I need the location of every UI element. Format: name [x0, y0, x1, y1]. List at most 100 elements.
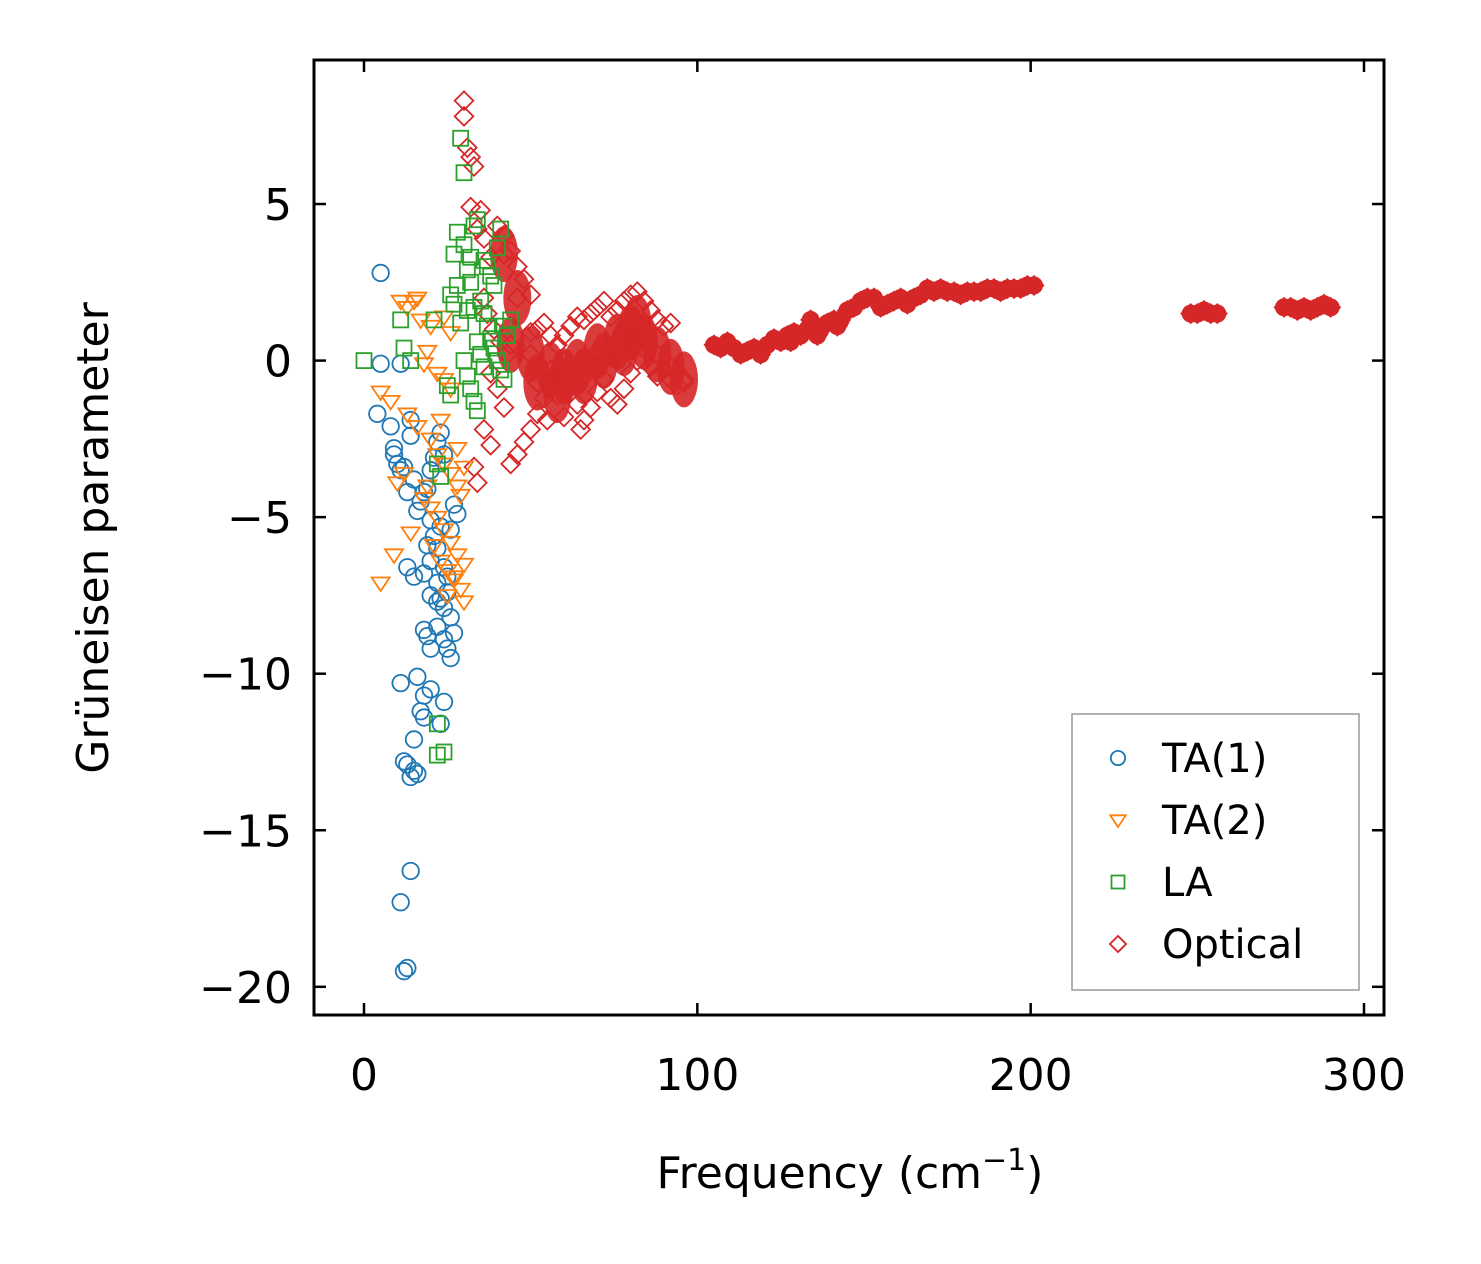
data-point	[439, 467, 462, 484]
data-point	[391, 673, 410, 693]
data-cluster	[1321, 298, 1340, 317]
data-point	[393, 467, 415, 484]
x-tick-label: 100	[655, 1050, 739, 1101]
data-point	[392, 311, 410, 329]
data-point	[492, 220, 510, 238]
data-point	[445, 245, 463, 263]
data-point	[399, 526, 422, 543]
data-point	[371, 263, 390, 283]
data-point	[369, 576, 392, 593]
data-point	[473, 418, 495, 441]
data-point	[401, 426, 420, 445]
data-point	[463, 155, 485, 178]
data-point	[428, 455, 446, 473]
data-point	[446, 479, 469, 496]
data-point	[369, 385, 392, 402]
data-point	[371, 354, 390, 373]
x-axis-title-close: )	[1026, 1148, 1043, 1199]
data-point	[438, 377, 456, 395]
data-point	[394, 962, 414, 981]
legend-marker	[1109, 749, 1127, 767]
y-tick-label: 5	[264, 180, 292, 231]
legend-item: TA(2)	[1108, 798, 1267, 844]
data-point	[452, 129, 470, 147]
data-point	[444, 495, 464, 514]
plot-frame	[312, 58, 1386, 1017]
data-point	[391, 893, 410, 912]
data-point	[391, 461, 410, 480]
data-point	[566, 306, 588, 328]
data-point	[383, 548, 405, 565]
data-point	[446, 441, 469, 458]
data-point	[453, 557, 475, 574]
data-point	[606, 393, 628, 415]
data-point	[439, 326, 462, 343]
x-tick-label: 300	[1322, 1050, 1406, 1101]
data-point	[416, 479, 439, 496]
data-point	[414, 564, 434, 583]
data-point	[394, 752, 414, 771]
data-point	[413, 357, 435, 374]
data-point	[398, 958, 417, 978]
data-point	[500, 453, 522, 475]
legend-item: LA	[1110, 860, 1213, 906]
data-point	[458, 261, 476, 279]
y-tick-labels: 5 0 −5 −10 −15 −20	[199, 180, 292, 1014]
data-point	[478, 317, 496, 335]
data-point	[442, 386, 460, 404]
data-point	[431, 517, 450, 536]
data-point	[421, 680, 440, 699]
data-point	[379, 394, 402, 412]
data-point	[404, 730, 424, 749]
data-point	[416, 344, 439, 361]
data-point	[458, 367, 476, 385]
data-point	[466, 472, 488, 494]
data-point	[419, 432, 442, 449]
data-point	[446, 548, 469, 565]
data-point	[449, 488, 472, 505]
data-point	[462, 380, 480, 398]
data-point	[413, 492, 435, 509]
data-point	[570, 418, 592, 441]
legend-marker	[1108, 814, 1128, 829]
data-point	[436, 564, 459, 581]
data-point	[520, 418, 542, 441]
data-point	[465, 392, 483, 410]
data-point	[421, 586, 440, 605]
y-tick-label: −5	[227, 493, 292, 544]
data-cluster	[808, 326, 827, 345]
data-point	[453, 460, 475, 477]
data-point	[458, 302, 476, 319]
data-point	[433, 523, 455, 540]
data-point	[468, 333, 486, 351]
data-point	[448, 504, 467, 524]
data-point	[414, 620, 434, 640]
data-point	[444, 623, 464, 643]
x-axis-title-sup: −1	[982, 1143, 1026, 1178]
data-point	[462, 273, 480, 291]
data-point	[586, 296, 608, 318]
x-tick-label: 0	[350, 1050, 378, 1101]
data-point	[443, 570, 465, 587]
data-point	[445, 295, 463, 313]
series-la	[355, 129, 520, 764]
data-point	[441, 648, 460, 668]
data-point	[613, 378, 635, 400]
data-point	[439, 535, 462, 552]
data-point	[475, 305, 493, 323]
data-point	[456, 137, 478, 159]
data-point	[502, 311, 520, 329]
data-point	[404, 567, 424, 586]
legend-label: TA(1)	[1161, 736, 1267, 782]
data-point	[436, 589, 459, 606]
x-axis-title-main: Frequency (cm	[657, 1148, 983, 1199]
legend: TA(1) TA(2) LA Optical	[1071, 713, 1360, 991]
data-point	[480, 434, 502, 456]
data-point	[495, 370, 513, 388]
data-cluster	[543, 367, 572, 424]
data-point	[425, 311, 443, 329]
data-point	[482, 267, 500, 285]
marks-layer	[355, 90, 1342, 981]
data-point	[429, 554, 452, 571]
